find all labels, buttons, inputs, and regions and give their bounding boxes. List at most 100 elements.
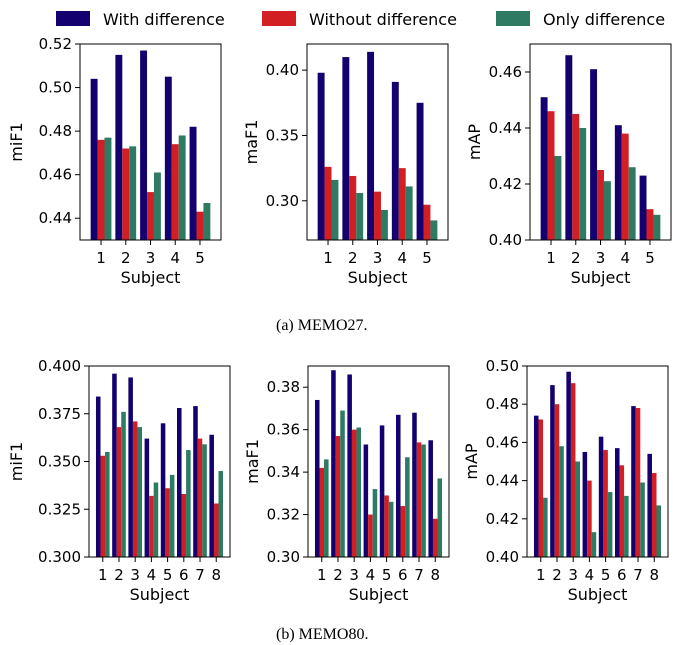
bar-without-difference-subject-2 bbox=[572, 114, 580, 240]
bar-with-difference-subject-7 bbox=[412, 412, 417, 557]
x-tick-label: 1 bbox=[98, 566, 108, 584]
legend-label-only-difference: Only difference bbox=[543, 10, 665, 29]
bar-with-difference-subject-5 bbox=[639, 175, 647, 240]
bar-with-difference-subject-6 bbox=[396, 414, 401, 557]
bar-without-difference-subject-7 bbox=[635, 408, 641, 557]
bar-without-difference-subject-2 bbox=[335, 436, 341, 557]
bar-with-difference-subject-2 bbox=[112, 373, 117, 557]
x-tick-label: 2 bbox=[121, 249, 131, 267]
bar-only-difference-subject-1 bbox=[105, 451, 110, 557]
x-tick-label: 1 bbox=[96, 249, 106, 267]
bar-with-difference-subject-3 bbox=[347, 374, 352, 557]
bar-only-difference-subject-3 bbox=[380, 209, 388, 240]
bar-only-difference-subject-3 bbox=[356, 427, 361, 557]
x-tick-label: 3 bbox=[373, 249, 383, 267]
y-tick-label: 0.325 bbox=[38, 500, 81, 518]
bar-without-difference-subject-2 bbox=[349, 175, 357, 240]
bar-without-difference-subject-3 bbox=[147, 192, 154, 240]
x-tick-label: 4 bbox=[620, 249, 630, 267]
chart-memo80-maf1: 0.30 0.32 0.34 0.36 0.38 1 2 3 4 5 6 7 8 Subject maF1 bbox=[243, 365, 450, 604]
bar-without-difference-subject-2 bbox=[122, 148, 130, 240]
y-tick-label: 0.46 bbox=[486, 433, 519, 451]
y-tick-label: 0.48 bbox=[39, 122, 72, 140]
legend-label-without-difference: Without difference bbox=[309, 10, 457, 29]
x-tick-label: 7 bbox=[414, 566, 424, 584]
bar-with-difference-subject-4 bbox=[582, 451, 588, 557]
bar-only-difference-subject-2 bbox=[579, 128, 587, 240]
bar-with-difference-subject-7 bbox=[193, 406, 198, 557]
bar-with-difference-subject-8 bbox=[428, 440, 433, 557]
x-tick-label: 2 bbox=[348, 249, 358, 267]
legend-swatch-without-difference bbox=[262, 11, 296, 26]
bar-only-difference-subject-4 bbox=[628, 167, 636, 240]
bar-without-difference-subject-6 bbox=[619, 465, 625, 557]
bar-with-difference-subject-1 bbox=[540, 97, 548, 240]
bar-with-difference-subject-3 bbox=[590, 69, 598, 240]
y-tick-label: 0.400 bbox=[38, 357, 81, 375]
x-tick-label: 5 bbox=[382, 566, 392, 584]
x-tick-label: 1 bbox=[546, 249, 556, 267]
bar-with-difference-subject-1 bbox=[90, 78, 98, 240]
y-axis-label: maF1 bbox=[242, 120, 261, 165]
x-tick-label: 2 bbox=[333, 566, 343, 584]
x-tick-label: 5 bbox=[422, 249, 432, 267]
y-axis-label: miF1 bbox=[7, 442, 26, 481]
x-tick-label: 7 bbox=[195, 566, 205, 584]
legend-swatch-only-difference bbox=[496, 11, 530, 26]
bar-only-difference-subject-3 bbox=[137, 427, 142, 557]
x-tick-label: 2 bbox=[571, 249, 581, 267]
bar-only-difference-subject-2 bbox=[121, 411, 126, 557]
bar-without-difference-subject-1 bbox=[547, 111, 555, 240]
bar-only-difference-subject-5 bbox=[203, 202, 211, 240]
x-tick-label: 2 bbox=[552, 566, 562, 584]
bar-with-difference-subject-1 bbox=[95, 396, 101, 557]
bar-without-difference-subject-1 bbox=[100, 455, 106, 557]
bar-with-difference-subject-4 bbox=[144, 438, 150, 557]
legend: With difference Without difference Only … bbox=[56, 10, 665, 29]
bar-only-difference-subject-8 bbox=[218, 471, 224, 557]
bar-only-difference-subject-1 bbox=[331, 179, 339, 240]
y-tick-label: 0.42 bbox=[486, 510, 519, 528]
y-tick-label: 0.50 bbox=[39, 79, 72, 97]
y-tick-label: 0.46 bbox=[489, 63, 522, 81]
bar-with-difference-subject-3 bbox=[566, 371, 571, 557]
bar-without-difference-subject-2 bbox=[554, 404, 560, 557]
bar-only-difference-subject-8 bbox=[656, 505, 662, 557]
y-axis-label: mAP bbox=[465, 124, 484, 161]
x-tick-label: 3 bbox=[130, 566, 140, 584]
bar-with-difference-subject-8 bbox=[209, 434, 214, 557]
bar-with-difference-subject-2 bbox=[331, 370, 336, 557]
y-tick-label: 0.50 bbox=[486, 357, 519, 375]
y-tick-label: 0.46 bbox=[39, 166, 72, 184]
y-tick-label: 0.30 bbox=[266, 192, 299, 210]
bar-only-difference-subject-4 bbox=[153, 482, 159, 557]
y-tick-label: 0.40 bbox=[266, 61, 299, 79]
y-tick-label: 0.44 bbox=[489, 119, 522, 137]
y-tick-label: 0.40 bbox=[489, 231, 522, 249]
bar-without-difference-subject-4 bbox=[171, 144, 179, 240]
y-tick-label: 0.32 bbox=[267, 506, 300, 524]
bar-with-difference-subject-3 bbox=[128, 377, 133, 557]
x-tick-label: 1 bbox=[317, 566, 327, 584]
x-axis-label: Subject bbox=[568, 585, 628, 604]
bar-without-difference-subject-3 bbox=[570, 383, 576, 557]
x-axis-label: Subject bbox=[349, 585, 409, 604]
x-tick-label: 8 bbox=[430, 566, 440, 584]
bar-without-difference-subject-6 bbox=[400, 506, 406, 557]
bar-with-difference-subject-2 bbox=[115, 54, 123, 240]
x-axis-label: Subject bbox=[571, 268, 631, 287]
bar-with-difference-subject-5 bbox=[189, 126, 197, 240]
bar-with-difference-subject-7 bbox=[631, 406, 636, 557]
bar-with-difference-subject-3 bbox=[140, 50, 148, 240]
bar-with-difference-subject-4 bbox=[614, 125, 622, 240]
bar-without-difference-subject-4 bbox=[398, 168, 406, 240]
x-tick-label: 4 bbox=[366, 566, 376, 584]
y-tick-label: 0.350 bbox=[38, 453, 81, 471]
x-tick-label: 8 bbox=[211, 566, 221, 584]
y-tick-label: 0.52 bbox=[39, 35, 72, 53]
axes-frame bbox=[526, 365, 669, 558]
bar-without-difference-subject-4 bbox=[368, 514, 373, 557]
bar-without-difference-subject-5 bbox=[423, 204, 431, 240]
bar-with-difference-subject-2 bbox=[565, 55, 573, 241]
bar-only-difference-subject-5 bbox=[607, 492, 613, 557]
